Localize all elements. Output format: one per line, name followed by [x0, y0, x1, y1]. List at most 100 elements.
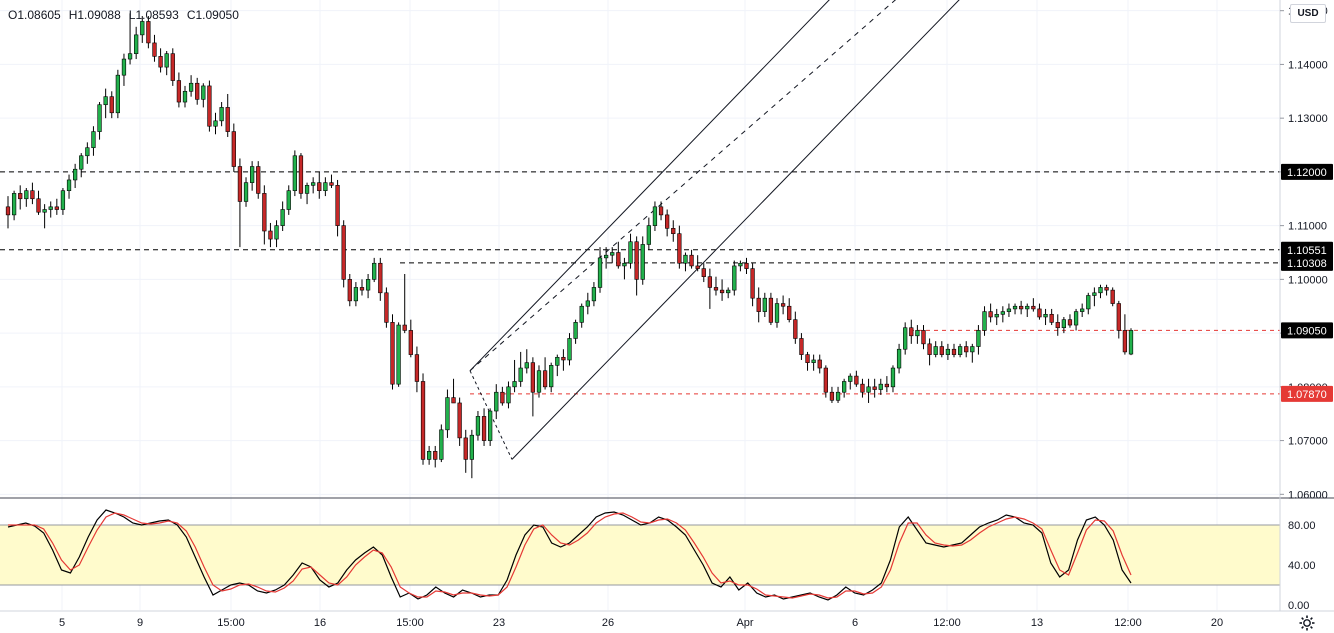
candle-body-up: [896, 348, 902, 369]
candle-body-down: [939, 346, 944, 355]
time-axis[interactable]: 5 9 15:00 16 15:00 23 26 Apr 6 12:00 13 12:00 20: [59, 617, 1223, 629]
candle: [701, 263, 706, 283]
channel-lower-line[interactable]: [511, 0, 980, 460]
candle-body-down: [298, 155, 304, 194]
candle: [695, 255, 700, 272]
candle: [689, 249, 694, 269]
candle: [750, 263, 755, 307]
candle-body-up: [372, 262, 377, 280]
candle-body-up: [274, 225, 279, 240]
candle: [939, 341, 944, 358]
candle: [262, 185, 267, 245]
candle-body-up: [11, 193, 17, 216]
candle: [249, 161, 255, 191]
candle-body-down: [1110, 289, 1115, 304]
oscillator-axis[interactable]: 80.00 40.00 0.00: [1288, 520, 1316, 612]
channel-middle-line[interactable]: [469, 0, 920, 372]
candle-body-down: [677, 233, 682, 264]
horizontal-levels[interactable]: [0, 171, 1280, 395]
candle-body-down: [634, 241, 639, 280]
candle-body-up: [249, 166, 255, 183]
candle: [951, 343, 957, 358]
candle: [866, 378, 871, 403]
candle: [1104, 284, 1109, 296]
candle-body-up: [970, 346, 975, 353]
candle-body-up: [683, 254, 688, 264]
candle-body-down: [823, 367, 828, 393]
candle: [780, 295, 786, 315]
ohlc-open: O1.08605: [8, 8, 61, 22]
candle-body-up: [488, 410, 493, 441]
price-badge-bg: [1281, 385, 1333, 402]
candle-body-up: [475, 416, 481, 436]
candle: [567, 333, 572, 366]
channel-upper-line[interactable]: [469, 0, 850, 372]
candle: [451, 378, 456, 404]
price-badge-bg: [1281, 322, 1333, 339]
candle-body-down: [359, 287, 365, 291]
candle-body-down: [884, 383, 890, 388]
candle: [48, 201, 53, 218]
candle: [591, 282, 597, 307]
candle: [744, 257, 749, 274]
candle-body-down: [152, 42, 157, 57]
candle-body-up: [103, 96, 108, 106]
currency-button[interactable]: USD: [1290, 4, 1326, 23]
candle-body-up: [1098, 287, 1103, 294]
candle: [658, 201, 664, 221]
candle-body-up: [24, 190, 29, 200]
time-axis-tick: 15:00: [396, 617, 424, 629]
candle: [774, 298, 780, 328]
candle: [1098, 284, 1103, 299]
candle: [1067, 314, 1073, 328]
candle: [738, 260, 743, 272]
candle: [127, 13, 133, 65]
candle: [549, 362, 554, 393]
candle-body-down: [18, 193, 23, 200]
candle-body-up: [311, 182, 316, 186]
ohlc-legend: O1.08605 H1.09088 L1.08593 C1.09050: [8, 8, 239, 22]
time-axis-tick: 12:00: [1114, 617, 1142, 629]
candle: [11, 190, 17, 221]
candle: [964, 341, 969, 358]
time-axis-tick: 9: [137, 617, 143, 629]
price-badge-bg: [1281, 163, 1333, 180]
candle-body-up: [628, 241, 633, 264]
candle: [298, 153, 304, 199]
candle: [243, 177, 249, 207]
stochastic-oscillator: [7, 509, 1132, 601]
price-axis-tick: 1.14000: [1288, 59, 1328, 71]
time-axis-tick: 23: [493, 617, 505, 629]
candle: [134, 26, 139, 60]
candle-body-up: [646, 225, 651, 245]
candle: [280, 201, 285, 232]
candle: [79, 153, 84, 178]
parallel-channel[interactable]: [469, 0, 980, 460]
candle-body-down: [665, 214, 670, 229]
candle-body-up: [304, 185, 310, 194]
candle: [402, 273, 407, 334]
price-axis-tick: 1.11000: [1288, 221, 1327, 233]
candle: [603, 247, 609, 269]
candle-body-down: [719, 289, 725, 294]
candle: [73, 163, 78, 189]
candle: [341, 220, 346, 288]
candle-body-up: [1025, 305, 1030, 310]
candle-body-up: [518, 367, 523, 382]
candle-body-up: [652, 206, 658, 226]
candle-body-down: [36, 198, 41, 213]
candle-body-up: [164, 53, 169, 68]
gear-icon[interactable]: [1298, 614, 1316, 632]
candle-body-down: [341, 225, 346, 280]
candle-body-up: [127, 53, 133, 60]
candle: [1086, 292, 1091, 315]
candle: [201, 83, 206, 108]
candle-body-down: [256, 166, 261, 194]
price-badge: 1.10551: [1281, 241, 1333, 258]
candle-body-up: [774, 303, 780, 323]
candle: [817, 354, 822, 374]
pane-separator[interactable]: [0, 497, 1334, 612]
candle-body-down: [176, 80, 182, 103]
